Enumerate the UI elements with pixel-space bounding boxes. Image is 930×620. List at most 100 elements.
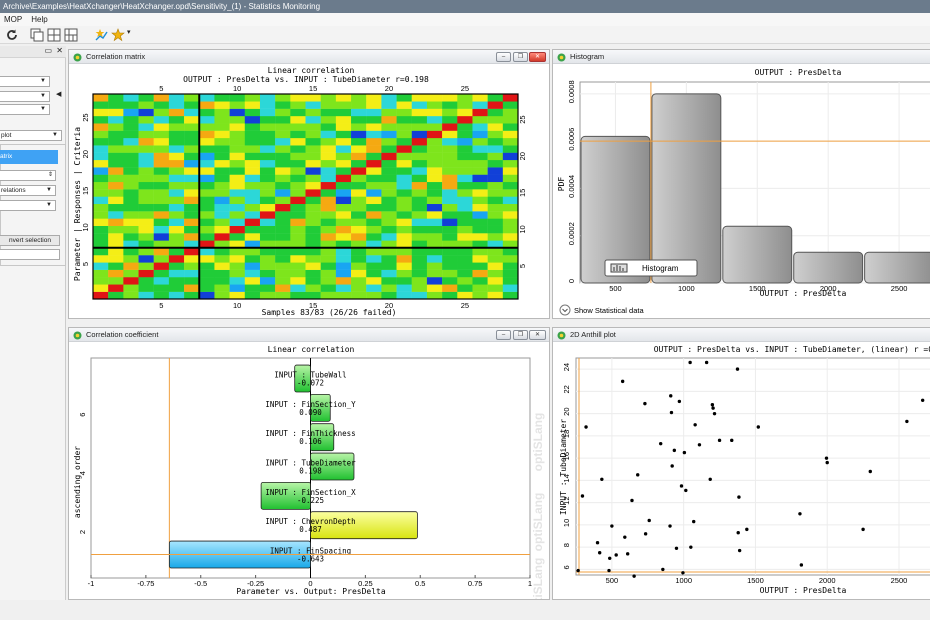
heatmap-cell (214, 167, 230, 175)
heatmap-cell (457, 130, 473, 139)
heatmap-cell (411, 152, 428, 161)
minimize-button[interactable]: ‒ (496, 330, 511, 340)
spin-input[interactable]: ⇕ (0, 170, 56, 181)
heatmap-cell (335, 247, 352, 256)
heatmap-cell (123, 211, 139, 219)
heatmap-cell (381, 262, 397, 270)
layout-icon[interactable] (64, 28, 78, 42)
heatmap-cell (138, 145, 154, 153)
heatmap-cell (153, 123, 170, 131)
heatmap-cell (244, 240, 261, 248)
heatmap-cell (290, 189, 306, 197)
heatmap-cell (411, 115, 428, 124)
anthill-panel: 2D Anthill plot OUTPUT : PresDelta vs. I… (552, 327, 930, 600)
heatmap-cell (381, 247, 397, 256)
histogram-bar (651, 93, 722, 284)
spin-arrows-icon[interactable]: ⇕ (47, 172, 53, 178)
single-view-icon[interactable] (30, 28, 44, 42)
heatmap-cell (108, 291, 124, 300)
heatmap-cell (426, 181, 443, 190)
x-tick-label: 25 (461, 84, 469, 93)
heatmap-cell (184, 225, 200, 234)
heatmap-cell (487, 189, 504, 197)
quad-view-icon[interactable] (47, 28, 61, 42)
heatmap-cell (123, 94, 139, 102)
heatmap-cell (229, 255, 245, 263)
correlations-select[interactable]: relations ▼ (0, 185, 56, 196)
filter-input[interactable] (0, 249, 60, 260)
heatmap-cell (457, 233, 473, 241)
refresh-icon[interactable] (5, 28, 19, 42)
minimize-button[interactable]: ‒ (496, 52, 511, 62)
float-icon[interactable]: ▭ (44, 46, 52, 55)
side-select-3[interactable]: ▼ (0, 104, 50, 115)
x-tick-label: 25 (461, 301, 469, 310)
close-button[interactable]: ✕ (529, 330, 546, 340)
heatmap-cell (123, 269, 139, 278)
plot-type-select[interactable]: plot ▼ (0, 130, 62, 141)
correlation-coefficient-chart[interactable]: Linear correlation ascending order Param… (69, 342, 549, 599)
heatmap-cell (153, 152, 170, 161)
restore-button[interactable]: ❐ (513, 52, 528, 62)
heatmap-cell (335, 123, 352, 131)
scatter-point (647, 518, 651, 523)
active-list-item[interactable]: atrix (0, 150, 58, 164)
heatmap-cell (138, 159, 154, 168)
heatmap-cell (290, 115, 306, 124)
y-tick-label: 12 (562, 496, 571, 504)
heatmap-cell (320, 174, 337, 183)
heatmap-cell (457, 262, 473, 270)
heatmap-cell (366, 152, 382, 161)
heatmap-cell (396, 291, 412, 300)
heatmap-cell (472, 94, 488, 102)
heatmap-cell (502, 225, 519, 234)
restore-button[interactable]: ❐ (513, 330, 528, 340)
heatmap-cell (108, 152, 124, 161)
scatter-point (623, 535, 627, 539)
heatmap-cell (275, 189, 291, 197)
side-select-1[interactable]: ▼ (0, 76, 50, 87)
menu-item-mop[interactable]: MOP (4, 15, 23, 24)
heatmap-cell (229, 196, 245, 205)
dropdown-arrow-icon[interactable]: ▾ (127, 29, 131, 36)
scatter-point (608, 556, 612, 561)
correlation-matrix-chart[interactable]: Linear correlation OUTPUT : PresDelta vs… (69, 64, 549, 318)
arrow-left-icon[interactable]: ◀ (56, 91, 62, 98)
heatmap-cell (487, 225, 504, 234)
heatmap-cell (184, 291, 200, 300)
heatmap-cell (214, 130, 230, 139)
heatmap-cell (168, 130, 185, 139)
heatmap-cell (426, 240, 443, 248)
panel-title-bar: Correlation coefficient ‒ ❐ ✕ (69, 328, 549, 342)
heatmap-cell (229, 203, 245, 212)
menu-item-help[interactable]: Help (31, 15, 48, 24)
heatmap-cell (184, 233, 200, 241)
heatmap-cell (199, 269, 215, 278)
invert-selection-button[interactable]: nvert selection (0, 235, 60, 246)
heatmap-cell (305, 247, 321, 256)
coefficient-bar (310, 393, 331, 422)
heatmap-cell (244, 123, 261, 131)
side-select-2[interactable]: ▼ (0, 91, 50, 102)
heatmap-cell (184, 145, 200, 153)
histogram-chart[interactable]: OUTPUT : PresDelta PDF OUTPUT : PresDelt… (553, 64, 930, 318)
heatmap-cell (229, 291, 245, 300)
heatmap-cell (244, 291, 261, 300)
close-button[interactable]: ✕ (529, 52, 546, 62)
side-select-4[interactable]: ▼ (0, 200, 56, 211)
x-tick-label: 1000 (675, 576, 692, 585)
heatmap-cell (457, 255, 473, 263)
plot-star-icon[interactable] (94, 28, 108, 42)
heatmap-cell (442, 255, 458, 263)
y-tick-label: 20 (81, 150, 90, 158)
star-icon[interactable] (111, 28, 125, 42)
anthill-chart[interactable]: OUTPUT : PresDelta vs. INPUT : TubeDiame… (553, 342, 930, 599)
show-stats-toggle[interactable]: Show Statistical data (559, 304, 644, 316)
heatmap-cell (381, 94, 397, 102)
heatmap-cell (168, 240, 185, 248)
y-tick-label: 0.0006 (567, 128, 576, 151)
heatmap-cell (153, 255, 170, 263)
scatter-point (681, 571, 685, 575)
close-icon[interactable]: ✕ (56, 46, 63, 55)
coefficient-bar (310, 423, 335, 452)
